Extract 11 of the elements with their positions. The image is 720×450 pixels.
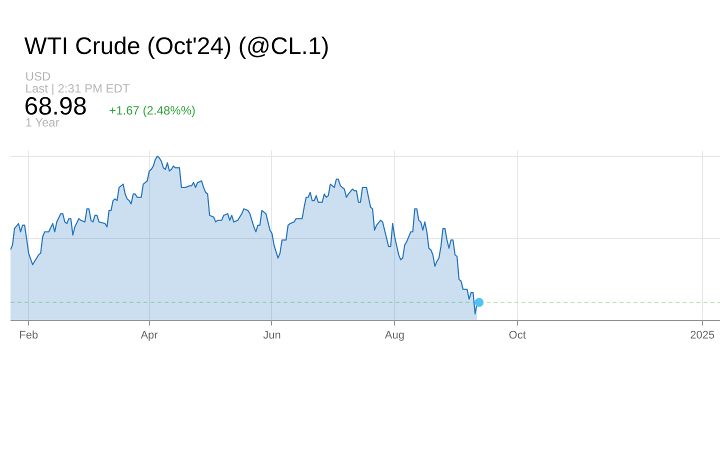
text: USD [25, 70, 51, 84]
text: 1 Year [25, 116, 60, 130]
text: +1.67 (2.48%%) [109, 104, 196, 118]
x-tick-label: Jun [263, 330, 281, 342]
chart-title: WTI Crude (Oct'24) (@CL.1) [24, 33, 330, 60]
text: Last | 2:31 PM EDT [25, 82, 130, 96]
x-tick-label: Oct [508, 330, 526, 342]
x-tick-label: Aug [384, 330, 404, 342]
x-tick-label: Feb [19, 330, 38, 342]
x-tick-label: 2025 [690, 330, 715, 342]
x-tick-label: Apr [140, 330, 158, 342]
